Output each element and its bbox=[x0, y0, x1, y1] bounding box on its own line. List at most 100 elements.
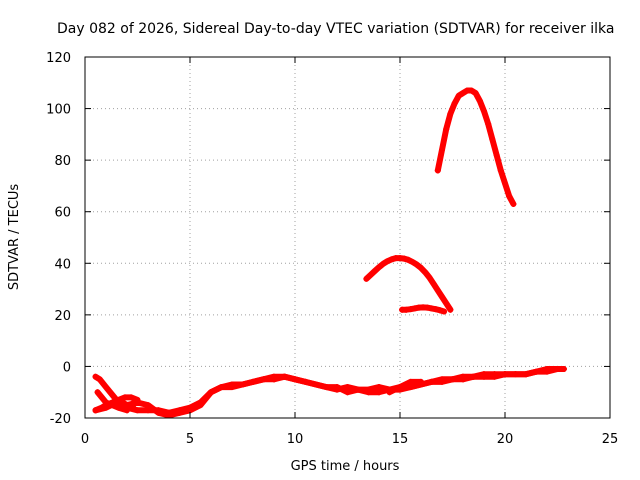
x-tick-label: 15 bbox=[392, 432, 409, 447]
data-point bbox=[554, 366, 561, 373]
data-point bbox=[409, 258, 416, 265]
series-baseline-f bbox=[386, 378, 424, 396]
data-point bbox=[470, 373, 477, 380]
data-point bbox=[155, 407, 162, 414]
data-point bbox=[176, 407, 183, 414]
data-point bbox=[380, 260, 387, 267]
data-point bbox=[422, 269, 429, 276]
data-point bbox=[443, 300, 450, 307]
data-point bbox=[292, 376, 298, 383]
series-trace bbox=[386, 378, 424, 396]
series-arc-peak-42 bbox=[363, 255, 454, 313]
data-point bbox=[460, 376, 466, 383]
data-point bbox=[485, 121, 492, 128]
data-point bbox=[128, 394, 135, 401]
x-tick-label: 10 bbox=[287, 432, 304, 447]
data-point bbox=[124, 404, 130, 411]
data-point bbox=[510, 200, 517, 207]
data-series bbox=[92, 87, 567, 419]
data-point bbox=[502, 371, 508, 378]
data-point bbox=[447, 110, 454, 117]
x-axis-label: GPS time / hours bbox=[291, 459, 400, 474]
grid bbox=[85, 57, 610, 418]
x-axis-ticks: 0 5 10 15 20 25 bbox=[81, 57, 618, 447]
data-point bbox=[493, 151, 500, 158]
data-point bbox=[497, 167, 504, 174]
data-point bbox=[239, 381, 246, 388]
data-point bbox=[401, 255, 408, 262]
data-point bbox=[96, 376, 103, 383]
data-point bbox=[355, 386, 361, 393]
data-point bbox=[187, 404, 193, 411]
data-point bbox=[281, 373, 288, 380]
data-point bbox=[94, 389, 101, 396]
data-point bbox=[405, 256, 412, 263]
data-point bbox=[92, 407, 99, 414]
data-point bbox=[418, 264, 424, 271]
y-tick-label: 0 bbox=[63, 360, 71, 375]
series-trace bbox=[434, 87, 517, 207]
data-point bbox=[432, 306, 439, 313]
data-point bbox=[544, 366, 550, 373]
data-point bbox=[376, 389, 382, 396]
data-point bbox=[443, 126, 450, 133]
data-point bbox=[371, 268, 378, 275]
x-tick-label: 0 bbox=[81, 432, 89, 447]
y-axis-ticks: -20 0 20 40 60 80 100 120 bbox=[46, 51, 610, 427]
x-tick-label: 25 bbox=[602, 432, 619, 447]
y-tick-label: 120 bbox=[46, 51, 71, 66]
data-point bbox=[434, 167, 441, 174]
data-point bbox=[441, 308, 448, 315]
y-tick-label: 20 bbox=[54, 309, 71, 324]
data-point bbox=[447, 306, 454, 313]
series-baseline-e bbox=[113, 366, 567, 416]
data-point bbox=[407, 378, 414, 385]
data-point bbox=[145, 407, 151, 414]
data-point bbox=[476, 97, 483, 104]
data-point bbox=[386, 389, 393, 396]
series-arc-small-22 bbox=[399, 304, 448, 315]
data-point bbox=[229, 384, 235, 391]
data-point bbox=[468, 87, 475, 94]
data-point bbox=[145, 402, 151, 409]
data-point bbox=[489, 136, 496, 143]
data-point bbox=[376, 264, 382, 271]
y-tick-label: 80 bbox=[54, 154, 71, 169]
data-point bbox=[363, 275, 370, 282]
data-point bbox=[302, 378, 309, 385]
data-point bbox=[208, 389, 214, 396]
data-point bbox=[472, 90, 479, 97]
x-tick-label: 5 bbox=[186, 432, 194, 447]
data-point bbox=[430, 280, 437, 287]
data-point bbox=[455, 92, 462, 99]
data-point bbox=[397, 384, 403, 391]
data-point bbox=[250, 378, 256, 385]
data-point bbox=[451, 100, 458, 107]
data-point bbox=[313, 381, 319, 388]
data-point bbox=[449, 376, 456, 383]
data-point bbox=[418, 378, 424, 385]
data-point bbox=[103, 404, 109, 411]
x-tick-label: 20 bbox=[497, 432, 514, 447]
data-point bbox=[197, 399, 204, 406]
data-point bbox=[113, 402, 120, 409]
data-point bbox=[218, 384, 225, 391]
chart-title: Day 082 of 2026, Sidereal Day-to-day VTE… bbox=[57, 21, 614, 37]
data-point bbox=[436, 307, 443, 314]
data-point bbox=[367, 271, 374, 278]
y-axis-label: SDTVAR / TECUs bbox=[7, 184, 22, 291]
data-point bbox=[481, 108, 487, 115]
data-point bbox=[491, 373, 498, 380]
data-point bbox=[166, 409, 172, 416]
data-point bbox=[502, 180, 508, 187]
data-point bbox=[439, 293, 445, 300]
y-tick-label: -20 bbox=[50, 412, 71, 427]
data-point bbox=[512, 371, 519, 378]
data-point bbox=[481, 373, 487, 380]
data-point bbox=[439, 378, 445, 385]
plot-frame bbox=[84, 56, 611, 419]
data-point bbox=[460, 90, 466, 97]
data-point bbox=[134, 407, 141, 414]
data-point bbox=[344, 389, 351, 396]
